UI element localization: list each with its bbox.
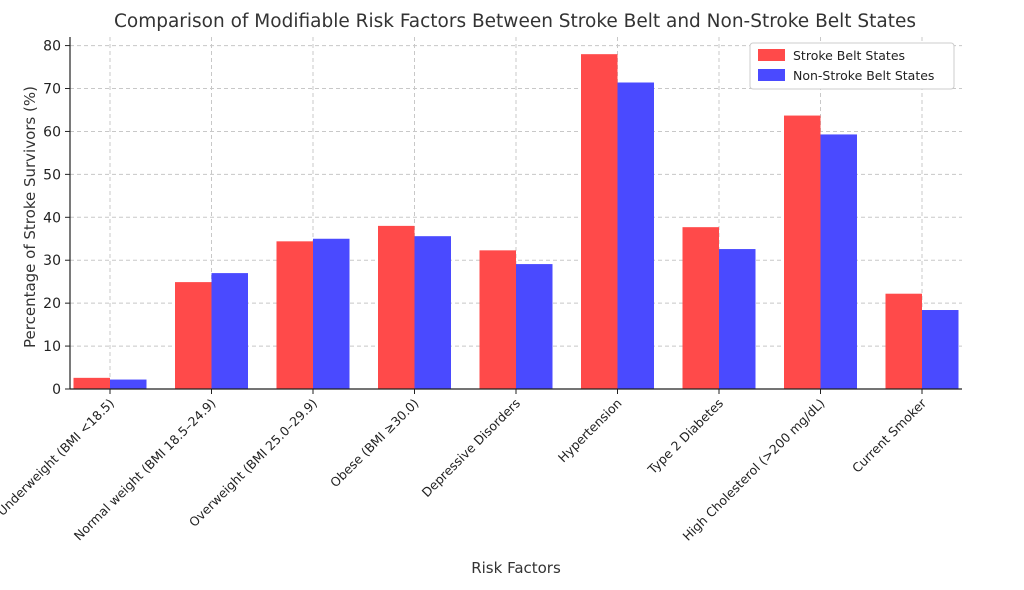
y-tick-label: 10 xyxy=(43,339,61,355)
bar-stroke-belt xyxy=(73,377,110,389)
bar-non-stroke-belt xyxy=(922,310,959,389)
bar-non-stroke-belt xyxy=(313,238,350,389)
y-tick-label: 40 xyxy=(43,210,61,226)
legend: Stroke Belt States Non-Stroke Belt State… xyxy=(749,42,955,90)
y-tick-label: 0 xyxy=(52,382,61,398)
x-tick-label: Hypertension xyxy=(555,396,625,466)
bar-stroke-belt xyxy=(885,293,922,389)
bar-non-stroke-belt xyxy=(211,273,248,389)
bar-non-stroke-belt xyxy=(719,249,756,389)
x-tick-label: Underweight (BMI <18.5) xyxy=(0,396,117,519)
bar-stroke-belt xyxy=(682,227,719,389)
bar-non-stroke-belt xyxy=(414,236,451,389)
x-axis-label: Risk Factors xyxy=(471,559,561,577)
legend-label-non-stroke-belt: Non-Stroke Belt States xyxy=(793,68,934,83)
x-tick-label: Current Smoker xyxy=(849,395,930,476)
x-tick-label: Obese (BMI ≥30.0) xyxy=(327,396,422,491)
chart-title: Comparison of Modifiable Risk Factors Be… xyxy=(114,11,916,32)
bar-stroke-belt xyxy=(175,282,212,389)
bar-non-stroke-belt xyxy=(820,134,857,389)
bar-non-stroke-belt xyxy=(110,379,147,389)
bar-stroke-belt xyxy=(479,250,516,389)
y-tick-label: 20 xyxy=(43,296,61,312)
bar-stroke-belt xyxy=(784,115,821,390)
legend-box xyxy=(749,42,955,90)
y-tick-label: 30 xyxy=(43,253,61,269)
bar-stroke-belt xyxy=(378,225,415,389)
x-tick-label: Type 2 Diabetes xyxy=(644,396,726,478)
y-tick-label: 50 xyxy=(43,167,61,183)
bar-stroke-belt xyxy=(581,54,618,390)
y-tick-label: 80 xyxy=(43,39,61,55)
bar-stroke-belt xyxy=(276,241,313,389)
bars-layer xyxy=(73,54,959,390)
legend-swatch-stroke-belt xyxy=(758,49,785,61)
x-tick-label: Depressive Disorders xyxy=(419,396,524,501)
bar-non-stroke-belt xyxy=(516,264,553,389)
y-axis-label: Percentage of Stroke Survivors (%) xyxy=(21,86,39,348)
y-tick-label: 70 xyxy=(43,82,61,98)
legend-swatch-non-stroke-belt xyxy=(758,69,785,81)
legend-label-stroke-belt: Stroke Belt States xyxy=(793,48,905,63)
y-tick-label: 60 xyxy=(43,124,61,140)
bar-non-stroke-belt xyxy=(617,82,654,389)
